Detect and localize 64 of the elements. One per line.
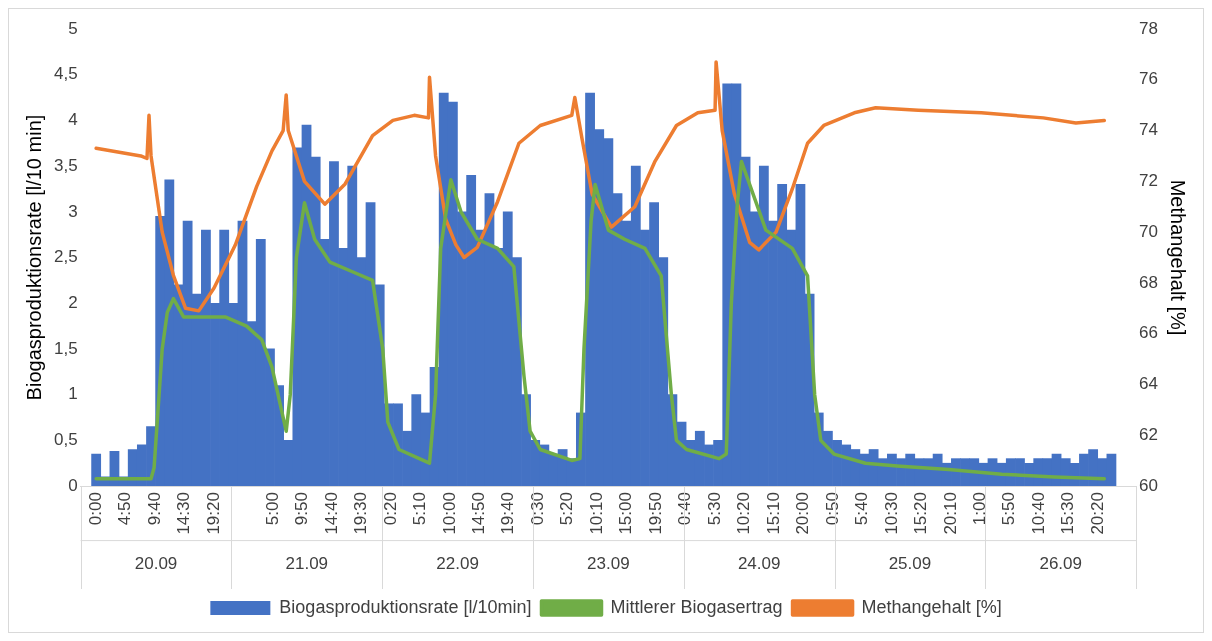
legend-label: Mittlerer Biogasertrag: [610, 596, 783, 617]
x-tick-label: 19:30: [351, 492, 371, 535]
y2-axis-title: Methangehalt [%]: [1167, 179, 1190, 336]
x-tick-label: 15:30: [1058, 492, 1078, 535]
x2-tick-label: 22.09: [436, 554, 479, 574]
x-tick-label: 14:30: [174, 492, 194, 535]
x-tick-label: 10:10: [586, 492, 606, 535]
y-tick-label: 3: [68, 201, 78, 221]
y-tick-label: 4,5: [53, 64, 78, 84]
y-tick-label: 5: [68, 18, 78, 38]
x-tick-label: 10:30: [881, 492, 901, 535]
legend-label: Methangehalt [%]: [861, 596, 1002, 617]
y-tick-label: 0,5: [53, 430, 78, 450]
x-tick-label: 0:20: [380, 492, 400, 526]
x-tick-label: 10:00: [439, 492, 459, 535]
x-tick-label: 5:50: [999, 492, 1019, 526]
x-tick-label: 19:50: [645, 492, 665, 535]
y-tick-label: 1: [68, 384, 78, 404]
legend-label: Biogasproduktionsrate [l/10min]: [279, 596, 532, 617]
x-tick-label: 5:30: [704, 492, 724, 526]
x-tick-label: 14:50: [468, 492, 488, 535]
x2-tick-label: 24.09: [737, 554, 781, 574]
y-axis-title: Biogasproduktionsrate [l/10 min]: [22, 114, 45, 401]
x-tick-label: 9:40: [144, 492, 164, 526]
x-tick-label: 15:10: [763, 492, 783, 535]
x-tick-label: 5:20: [557, 492, 577, 526]
x-tick-label: 20:10: [940, 492, 960, 535]
y-tick-label: 2: [68, 292, 78, 312]
y2-tick-label: 76: [1139, 69, 1159, 89]
x-tick-label: 5:10: [410, 492, 430, 526]
y2-tick-label: 66: [1139, 323, 1159, 343]
x-tick-label: 4:50: [115, 492, 135, 526]
x2-tick-label: 23.09: [587, 554, 630, 574]
y2-tick-label: 78: [1139, 18, 1159, 38]
x-tick-label: 9:50: [292, 492, 312, 526]
x-tick-label: 0:00: [85, 492, 105, 526]
x-tick-label: 5:40: [852, 492, 872, 526]
x2-tick-label: 20.09: [134, 554, 178, 574]
y2-tick-label: 64: [1139, 374, 1159, 394]
y2-tick-label: 70: [1139, 221, 1159, 241]
y-tick-label: 3,5: [53, 155, 78, 175]
y2-tick-label: 72: [1139, 171, 1159, 191]
x-tick-label: 10:20: [734, 492, 754, 535]
x-tick-label: 19:20: [203, 492, 223, 535]
x-tick-label: 20:00: [793, 492, 813, 535]
y-tick-label: 4: [68, 110, 78, 130]
x-tick-label: 5:00: [262, 492, 282, 526]
x-tick-label: 15:00: [616, 492, 636, 535]
y2-tick-label: 62: [1139, 424, 1159, 444]
x-tick-label: 20:20: [1087, 492, 1107, 535]
x-tick-label: 14:40: [321, 492, 341, 535]
x-tick-label: 19:40: [498, 492, 518, 535]
y2-tick-label: 60: [1139, 475, 1159, 495]
x2-tick-label: 21.09: [285, 554, 329, 574]
x-tick-label: 10:40: [1028, 492, 1048, 535]
x-tick-label: 15:20: [911, 492, 931, 535]
y2-tick-label: 74: [1139, 120, 1159, 140]
y2-tick-label: 68: [1139, 272, 1159, 292]
x2-tick-label: 25.09: [888, 554, 932, 574]
y-tick-label: 2,5: [53, 247, 78, 267]
x2-tick-label: 26.09: [1039, 554, 1082, 574]
y-tick-label: 1,5: [53, 338, 78, 358]
y-tick-label: 0: [68, 475, 78, 495]
x-tick-label: 1:00: [970, 492, 990, 526]
